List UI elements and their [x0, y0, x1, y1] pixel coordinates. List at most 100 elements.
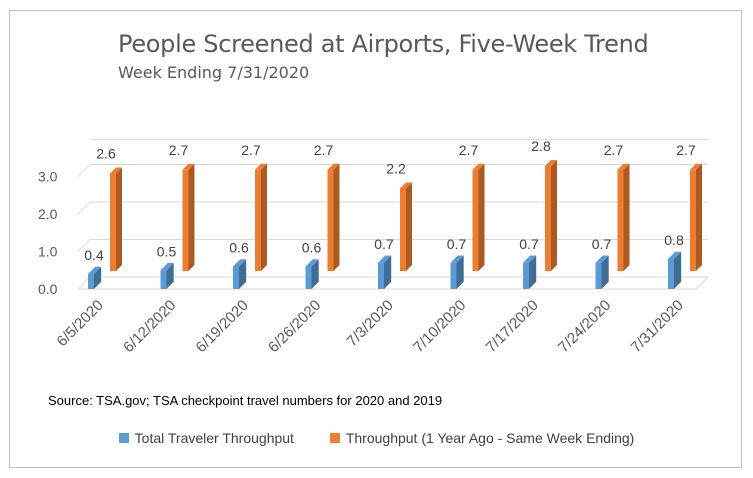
- data-label-series-2: 2.6: [96, 146, 116, 162]
- bar-series-1-top: [233, 259, 247, 267]
- bar-series-1-top: [160, 263, 174, 271]
- bar-series-2-top: [400, 182, 412, 189]
- data-label-series-1: 0.7: [519, 236, 539, 252]
- x-tick-label: 7/24/2020: [555, 297, 614, 356]
- bar-series-1: [305, 266, 312, 289]
- data-label-series-2: 2.8: [531, 138, 551, 154]
- bar-series-1-side: [674, 251, 682, 289]
- x-tick-label: 6/12/2020: [120, 297, 179, 356]
- bar-series-2-side: [696, 163, 702, 271]
- y-tick-label: 0.0: [38, 281, 58, 297]
- bar-series-1: [450, 262, 457, 289]
- data-label-series-1: 0.7: [374, 236, 394, 252]
- data-label-series-1: 0.6: [229, 240, 249, 256]
- bar-series-2-side: [623, 163, 630, 271]
- bar-series-1-side: [239, 259, 247, 289]
- legend-label-series-2: Throughput (1 Year Ago - Same Week Endin…: [345, 430, 635, 446]
- data-label-series-1: 0.8: [664, 232, 684, 248]
- data-label-series-2: 2.2: [386, 161, 406, 177]
- bar-series-1-top: [88, 266, 102, 274]
- bar-series-1-side: [601, 255, 609, 289]
- bar-series-2: [472, 169, 479, 271]
- bar-series-2-top: [617, 163, 630, 170]
- bar-series-2-top: [690, 163, 702, 170]
- bar-series-2-side: [188, 163, 195, 271]
- bar-series-1-side: [94, 266, 102, 289]
- bar-series-2: [617, 169, 624, 271]
- bar-series-1-side: [311, 259, 319, 289]
- bar-series-1-top: [378, 255, 392, 263]
- x-tick-label: 6/5/2020: [54, 297, 107, 350]
- data-label-series-1: 0.7: [447, 236, 467, 252]
- data-label-series-1: 0.6: [302, 240, 322, 256]
- bar-series-2-top: [182, 163, 195, 170]
- bar-series-1: [523, 262, 529, 289]
- bar-series-2-top: [472, 163, 485, 170]
- x-tick-label: 7/17/2020: [483, 297, 542, 356]
- x-tick-label: 7/10/2020: [410, 297, 469, 356]
- bar-series-2: [400, 188, 406, 271]
- y-tick-label: 2.0: [38, 206, 58, 222]
- legend-swatch-series-2: [329, 433, 340, 443]
- gridline-connector: [77, 201, 91, 215]
- bar-series-1: [160, 270, 167, 289]
- legend: Total Traveler Throughput Throughput (1 …: [0, 430, 753, 446]
- x-tick-label: 7/31/2020: [628, 297, 687, 356]
- bar-series-2-top: [110, 167, 122, 174]
- bar-series-1-top: [595, 255, 609, 263]
- legend-item-series-2: Throughput (1 Year Ago - Same Week Endin…: [329, 430, 635, 446]
- data-label-series-1: 0.5: [157, 243, 177, 259]
- x-tick-label: 6/19/2020: [193, 297, 252, 356]
- bar-series-1-side: [456, 255, 464, 289]
- legend-swatch-series-1: [118, 433, 129, 443]
- bar-series-1: [233, 266, 239, 289]
- bar-series-2: [327, 169, 334, 271]
- x-tick-label: 6/26/2020: [265, 297, 324, 356]
- legend-item-series-1: Total Traveler Throughput: [118, 430, 294, 446]
- bar-series-2-top: [327, 163, 340, 170]
- bar-series-2: [182, 169, 189, 271]
- bar-series-2: [255, 169, 261, 271]
- data-label-series-2: 2.7: [241, 142, 261, 158]
- bar-series-2-side: [261, 163, 267, 271]
- bar-series-2-side: [333, 163, 340, 271]
- data-label-series-2: 2.7: [459, 142, 479, 158]
- data-label-series-2: 2.7: [314, 142, 334, 158]
- data-label-series-1: 0.7: [592, 236, 612, 252]
- bar-series-1-side: [166, 263, 174, 289]
- bar-series-1: [595, 262, 602, 289]
- bar-series-2-side: [551, 160, 557, 271]
- y-tick-label: 1.0: [38, 244, 58, 260]
- bar-series-2: [545, 166, 551, 271]
- chart-subtitle: Week Ending 7/31/2020: [118, 63, 310, 82]
- data-label-series-2: 2.7: [604, 142, 624, 158]
- bar-series-2-side: [116, 167, 122, 271]
- floor-edge: [695, 276, 709, 290]
- source-note: Source: TSA.gov; TSA checkpoint travel n…: [48, 393, 443, 408]
- bar-series-1: [378, 262, 384, 289]
- x-tick-label: 7/3/2020: [344, 297, 397, 350]
- gridline-connector: [77, 164, 91, 177]
- chart-title: People Screened at Airports, Five-Week T…: [118, 30, 649, 58]
- bar-series-1: [668, 259, 674, 289]
- data-label-series-2: 2.7: [169, 142, 189, 158]
- gridline-connector: [77, 239, 91, 252]
- bar-series-2: [110, 173, 116, 271]
- bar-series-1-side: [529, 255, 537, 289]
- bar-series-2: [690, 169, 696, 271]
- data-label-series-1: 0.4: [84, 247, 104, 263]
- legend-label-series-1: Total Traveler Throughput: [134, 430, 294, 446]
- bar-series-2-top: [255, 163, 267, 170]
- bar-series-1: [88, 274, 94, 289]
- bar-series-1-top: [668, 251, 682, 259]
- bar-series-1-side: [384, 255, 392, 289]
- bar-series-1-top: [305, 259, 319, 267]
- bar-series-2-top: [545, 160, 557, 166]
- y-tick-label: 3.0: [38, 169, 58, 185]
- bar-series-2-side: [478, 163, 485, 271]
- bar-series-1-top: [523, 255, 537, 263]
- data-label-series-2: 2.7: [676, 142, 696, 158]
- bar-series-2-side: [406, 182, 412, 271]
- bar-series-1-top: [450, 255, 464, 263]
